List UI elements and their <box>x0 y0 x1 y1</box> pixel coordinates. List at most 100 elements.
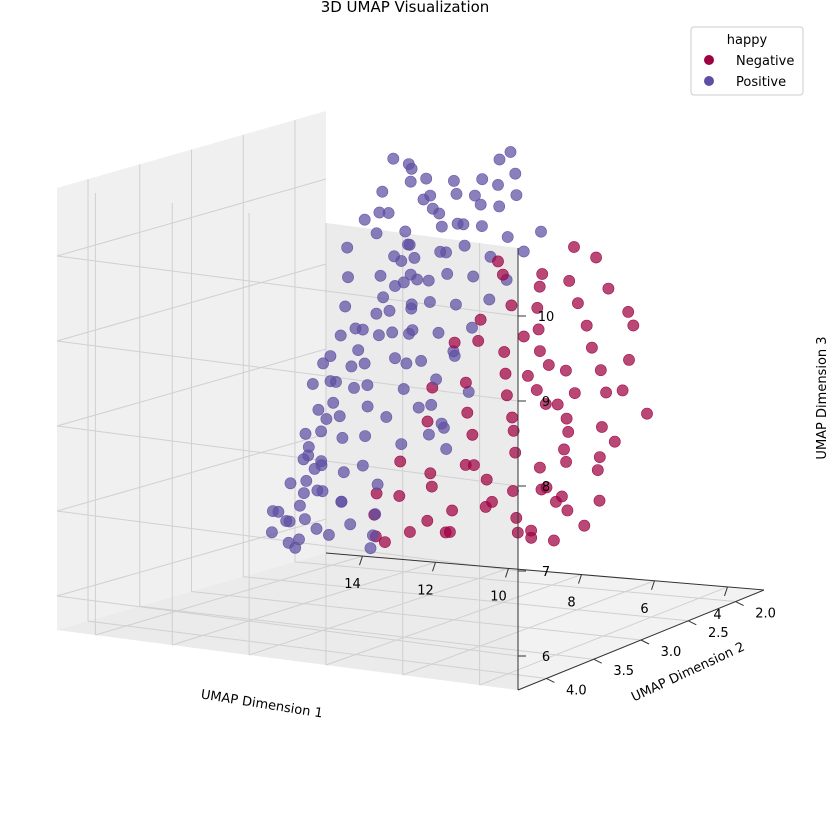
data-point-negative <box>586 341 598 354</box>
x-tick-label: 6 <box>640 602 648 617</box>
data-point-positive <box>434 245 447 258</box>
data-point-negative <box>448 336 461 349</box>
data-point-positive <box>298 513 311 525</box>
data-point-negative <box>492 255 504 268</box>
data-point-positive <box>389 352 401 365</box>
data-point-positive <box>474 198 487 211</box>
data-point-positive <box>433 207 446 220</box>
y-tick-mark <box>593 658 602 664</box>
data-point-positive <box>404 175 417 188</box>
data-point-positive <box>300 474 313 487</box>
data-point-negative <box>627 319 640 332</box>
data-point-negative <box>594 364 607 377</box>
data-point-positive <box>283 515 296 528</box>
data-point-negative <box>568 241 580 253</box>
data-point-positive <box>293 499 306 512</box>
x-tick-label: 10 <box>490 589 507 604</box>
scatter-points <box>265 146 653 555</box>
y-tick-label: 3.5 <box>613 664 634 679</box>
data-point-positive <box>361 379 374 391</box>
grid-line-y-floor <box>191 591 642 641</box>
data-point-positive <box>383 304 396 317</box>
grid-line-z-back <box>56 340 519 402</box>
data-point-positive <box>468 189 481 202</box>
tick-labels: 14 12 10 8 6 4 2.0 2.5 3.0 3.5 4.0 6 7 8 9 10 <box>344 310 776 698</box>
y-tick-label: 3.0 <box>661 645 682 660</box>
data-point-positive <box>535 225 547 238</box>
data-point-positive <box>341 241 354 254</box>
data-point-negative <box>443 526 456 538</box>
data-point-positive <box>399 225 412 238</box>
data-point-negative <box>393 490 406 502</box>
data-point-positive <box>333 410 346 423</box>
data-point-positive <box>423 296 436 308</box>
data-point-negative <box>602 282 615 295</box>
data-point-negative <box>421 514 434 527</box>
data-point-negative <box>532 323 545 336</box>
data-point-positive <box>334 329 347 342</box>
data-point-positive <box>374 269 387 282</box>
data-point-positive <box>372 329 385 342</box>
data-point-positive <box>449 298 462 311</box>
x-axis-line <box>325 552 765 591</box>
data-point-negative <box>562 425 575 438</box>
chart-title: 3D UMAP Visualization <box>321 0 490 16</box>
data-point-positive <box>422 428 435 441</box>
data-point-negative <box>534 461 546 474</box>
z-tick-label: 7 <box>542 565 550 580</box>
data-point-negative <box>509 446 522 459</box>
data-point-positive <box>451 217 464 230</box>
data-point-positive <box>467 270 480 283</box>
grid-line-z-back <box>56 255 519 317</box>
data-point-negative <box>551 398 564 411</box>
data-point-positive <box>345 360 358 373</box>
data-point-positive <box>358 357 371 370</box>
data-point-positive <box>403 238 416 251</box>
data-point-positive <box>315 425 327 438</box>
legend-title: happy <box>727 33 768 48</box>
legend-label-positive: Positive <box>736 75 786 90</box>
data-point-negative <box>500 389 513 402</box>
x-axis-label: UMAP Dimension 1 <box>200 687 324 721</box>
data-point-negative <box>548 534 560 547</box>
data-point-negative <box>568 387 581 399</box>
axis-lines <box>325 248 765 691</box>
grid-line-z-back <box>56 595 519 657</box>
data-point-negative <box>560 412 573 425</box>
data-point-positive <box>327 396 340 409</box>
data-point-positive <box>417 193 430 206</box>
data-point-positive <box>437 421 450 434</box>
z-tick-label: 10 <box>538 310 555 325</box>
data-point-positive <box>370 227 383 240</box>
data-point-positive <box>356 459 369 472</box>
data-point-positive <box>299 427 312 440</box>
data-point-positive <box>297 487 310 499</box>
legend-frame <box>690 26 804 96</box>
data-point-positive <box>450 187 463 200</box>
x-tick-label: 14 <box>344 577 361 592</box>
data-point-positive <box>493 153 506 166</box>
data-point-positive <box>339 300 352 313</box>
data-point-positive <box>517 245 530 258</box>
data-point-positive <box>371 478 384 491</box>
data-point-positive <box>430 373 442 386</box>
grid-line-z-left <box>56 348 327 427</box>
x-tick-mark <box>651 580 655 590</box>
data-point-positive <box>310 522 323 535</box>
data-point-positive <box>335 495 348 508</box>
data-point-positive <box>466 321 478 334</box>
data-point-positive <box>376 185 389 198</box>
data-point-negative <box>590 251 602 264</box>
data-point-positive <box>272 505 285 518</box>
data-point-negative <box>531 301 544 314</box>
data-point-negative <box>593 451 606 463</box>
data-point-positive <box>308 462 321 475</box>
data-point-negative <box>608 435 621 448</box>
grid-line-z-left <box>56 518 327 597</box>
data-point-positive <box>493 200 506 213</box>
y-tick-label: 4.0 <box>566 683 587 698</box>
y-tick-mark <box>640 639 650 645</box>
data-point-negative <box>507 424 520 437</box>
z-axis-label: UMAP Dimension 3 <box>815 336 830 459</box>
